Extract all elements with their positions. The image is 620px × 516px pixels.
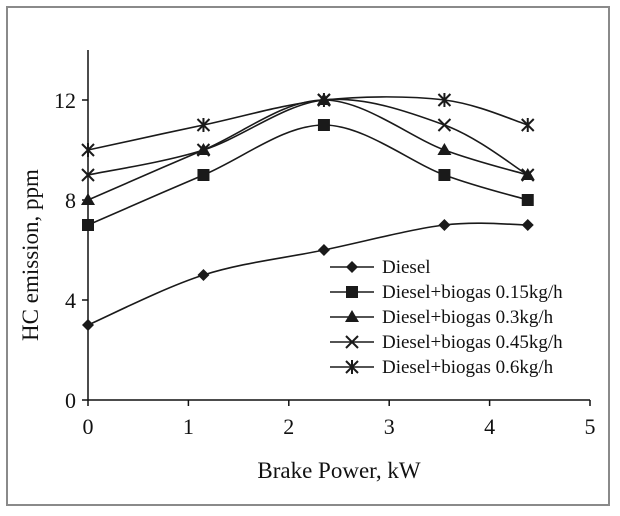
series-markers [81,93,535,331]
x-tick-label: 3 [384,414,395,439]
legend-marker-asterisk [345,360,359,374]
y-tick-label: 8 [65,188,76,213]
legend-label: Diesel+biogas 0.45kg/h [382,332,563,353]
data-point-asterisk [521,118,535,132]
data-point-square [197,169,210,181]
chart-frame [6,6,610,506]
legend-label: Diesel [382,257,431,278]
data-point-x [196,143,211,157]
x-tick-label: 1 [183,414,194,439]
series-line-1 [87,124,528,226]
y-tick-label: 12 [54,88,76,113]
data-point-triangle [81,193,95,205]
legend-label: Diesel+biogas 0.6kg/h [382,357,554,378]
legend-marker-triangle [345,310,359,322]
data-point-asterisk [196,118,211,132]
data-point-asterisk [317,93,331,107]
data-point-square [317,119,330,131]
x-tick-label: 2 [283,414,294,439]
legend-marker-x [345,335,359,349]
y-tick-label: 0 [65,388,76,413]
x-tick-label: 5 [585,414,596,439]
legend-marker-diamond [346,261,358,273]
y-axis-title: HC emission, ppm [18,169,43,341]
data-point-asterisk [81,143,95,157]
data-point-x [81,168,95,182]
data-point-diamond [521,219,534,231]
data-point-diamond [197,269,210,281]
data-point-diamond [438,219,451,231]
data-point-square [521,194,534,206]
legend-marker-square [346,286,358,298]
x-axis-title: Brake Power, kW [257,458,421,483]
data-point-diamond [82,319,94,331]
series-line-4 [87,96,528,151]
series-line-3 [87,98,529,176]
data-point-x [521,168,535,182]
x-tick-label: 0 [83,414,94,439]
data-point-square [438,169,451,181]
y-tick-label: 4 [65,288,76,313]
data-point-diamond [317,244,330,256]
data-point-square [82,219,94,231]
legend-label: Diesel+biogas 0.3kg/h [382,307,554,328]
x-tick-label: 4 [484,414,495,439]
data-point-triangle [437,143,452,155]
data-point-x [437,118,452,132]
series-line-2 [87,99,528,201]
legend-label: Diesel+biogas 0.15kg/h [382,282,563,303]
data-point-asterisk [437,93,452,107]
legend: Diesel Diesel+biogas 0.15kg/h Diesel+bioga… [330,257,563,378]
